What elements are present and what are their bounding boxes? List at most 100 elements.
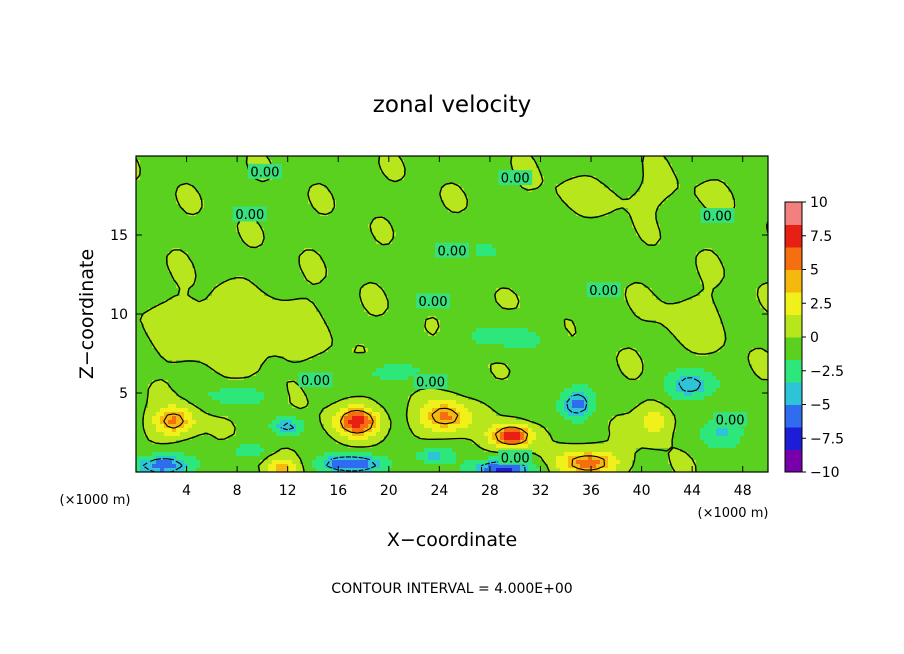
field-cell xyxy=(504,256,509,261)
field-cell xyxy=(688,264,693,269)
field-cell xyxy=(408,196,413,201)
field-cell xyxy=(172,256,177,261)
field-cell xyxy=(308,272,313,277)
field-cell xyxy=(380,272,385,277)
field-cell xyxy=(208,240,213,245)
field-cell xyxy=(712,164,717,169)
field-cell xyxy=(620,252,625,257)
field-cell xyxy=(300,244,305,249)
field-cell xyxy=(564,200,569,205)
field-cell xyxy=(568,200,573,205)
field-cell xyxy=(440,224,445,229)
field-cell xyxy=(564,160,569,165)
field-cell xyxy=(380,172,385,177)
field-cell xyxy=(456,188,461,193)
field-cell xyxy=(156,256,161,261)
field-cell xyxy=(388,216,393,221)
field-cell xyxy=(404,256,409,261)
field-cell xyxy=(492,220,497,225)
field-cell xyxy=(552,204,557,209)
field-cell xyxy=(480,276,485,281)
field-cell xyxy=(208,192,213,197)
field-cell xyxy=(288,188,293,193)
field-cell xyxy=(616,244,621,249)
field-cell xyxy=(564,212,569,217)
field-cell xyxy=(480,264,485,269)
field-cell xyxy=(404,232,409,237)
field-cell xyxy=(692,156,697,161)
field-cell xyxy=(500,276,505,281)
field-cell xyxy=(540,240,545,245)
field-cell xyxy=(160,172,165,177)
field-cell xyxy=(296,236,301,241)
field-cell xyxy=(676,216,681,221)
field-cell xyxy=(616,252,621,257)
field-cell xyxy=(564,260,569,265)
field-cell xyxy=(204,268,209,273)
field-cell xyxy=(444,276,449,281)
field-cell xyxy=(684,180,689,185)
field-cell xyxy=(480,240,485,245)
field-cell xyxy=(356,160,361,165)
field-cell xyxy=(740,260,745,265)
field-cell xyxy=(240,244,245,249)
field-cell xyxy=(584,272,589,277)
field-cell xyxy=(260,160,265,165)
field-cell xyxy=(324,164,329,169)
field-cell xyxy=(228,252,233,257)
field-cell xyxy=(328,260,333,265)
field-cell xyxy=(756,196,761,201)
field-cell xyxy=(256,264,261,269)
field-cell xyxy=(620,268,625,273)
field-cell xyxy=(396,192,401,197)
field-cell xyxy=(516,264,521,269)
field-cell xyxy=(560,248,565,253)
field-cell xyxy=(252,276,257,281)
field-cell xyxy=(760,260,765,265)
field-cell xyxy=(224,260,229,265)
field-cell xyxy=(472,264,477,269)
field-cell xyxy=(620,224,625,229)
field-cell xyxy=(756,256,761,261)
field-cell xyxy=(496,208,501,213)
field-cell xyxy=(376,168,381,173)
field-cell xyxy=(252,232,257,237)
field-cell xyxy=(156,156,161,161)
field-cell xyxy=(344,216,349,221)
field-cell xyxy=(412,196,417,201)
field-cell xyxy=(196,188,201,193)
field-cell xyxy=(488,200,493,205)
field-cell xyxy=(380,268,385,273)
field-cell xyxy=(192,244,197,249)
field-cell xyxy=(188,172,193,177)
field-cell xyxy=(216,156,221,161)
field-cell xyxy=(144,236,149,241)
field-cell xyxy=(624,224,629,229)
field-cell xyxy=(688,164,693,169)
field-cell xyxy=(404,272,409,277)
field-cell xyxy=(288,160,293,165)
field-cell xyxy=(728,268,733,273)
field-cell xyxy=(636,228,641,233)
field-cell xyxy=(440,228,445,233)
field-cell xyxy=(604,196,609,201)
field-cell xyxy=(508,264,513,269)
field-cell xyxy=(216,184,221,189)
field-cell xyxy=(684,160,689,165)
field-cell xyxy=(312,212,317,217)
field-cell xyxy=(260,200,265,205)
field-cell xyxy=(296,264,301,269)
field-cell xyxy=(200,248,205,253)
field-cell xyxy=(244,224,249,229)
field-cell xyxy=(516,276,521,281)
field-cell xyxy=(412,212,417,217)
field-cell xyxy=(280,272,285,277)
field-cell xyxy=(748,260,753,265)
field-cell xyxy=(300,200,305,205)
field-cell xyxy=(328,196,333,201)
field-cell xyxy=(656,176,661,181)
field-cell xyxy=(236,260,241,265)
field-cell xyxy=(684,204,689,209)
field-cell xyxy=(164,276,169,281)
field-cell xyxy=(164,268,169,273)
